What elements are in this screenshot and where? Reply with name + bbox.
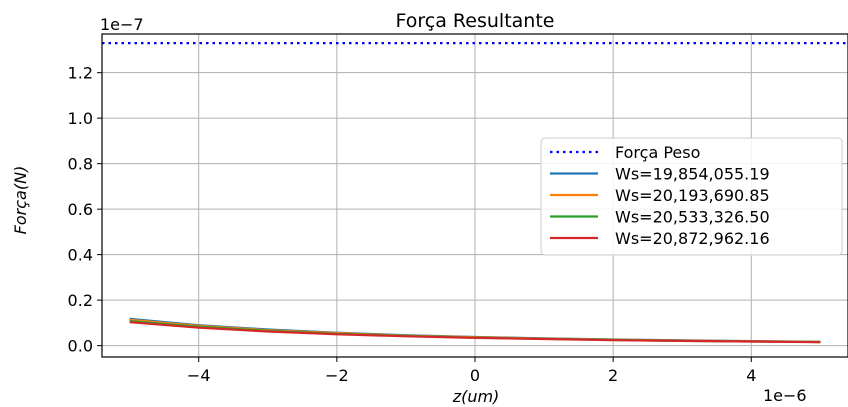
y-tick-label: 1.0 xyxy=(68,109,93,128)
x-tick-label: −4 xyxy=(187,366,211,385)
y-axis-label: Força(N) xyxy=(11,166,30,235)
legend-label: Ws=19,854,055.19 xyxy=(615,165,770,184)
x-tick-label: 0 xyxy=(470,366,480,385)
y-tick-label: 0.0 xyxy=(68,337,93,356)
legend-label: Ws=20,872,962.16 xyxy=(615,229,770,248)
x-tick-label: 2 xyxy=(608,366,618,385)
x-tick-label: −2 xyxy=(325,366,349,385)
legend-box xyxy=(540,137,843,256)
legend: Força Peso Ws=19,854,055.19 Ws=20,193,690.… xyxy=(540,137,843,256)
legend-label: Ws=20,193,690.85 xyxy=(615,186,770,205)
series-group xyxy=(129,317,821,344)
series-line-4 xyxy=(129,321,821,344)
x-multiplier: 1e−6 xyxy=(763,386,807,405)
y-multiplier: 1e−7 xyxy=(100,15,144,34)
legend-label: Ws=20,533,326.50 xyxy=(615,208,770,227)
y-tick-label: 0.4 xyxy=(68,246,93,265)
legend-label: Força Peso xyxy=(615,143,700,162)
x-axis-label: z(um) xyxy=(452,387,500,406)
x-tick-label: 4 xyxy=(746,366,756,385)
y-tick-label: 0.6 xyxy=(68,200,93,219)
chart-title: Força Resultante xyxy=(396,10,555,32)
y-tick-label: 0.2 xyxy=(68,291,93,310)
ticks: −4 −2 0 2 4 0.0 0.2 0.4 0.6 0.8 1.0 1.2 xyxy=(68,64,757,385)
y-tick-label: 0.8 xyxy=(68,155,93,174)
y-tick-label: 1.2 xyxy=(68,64,93,83)
